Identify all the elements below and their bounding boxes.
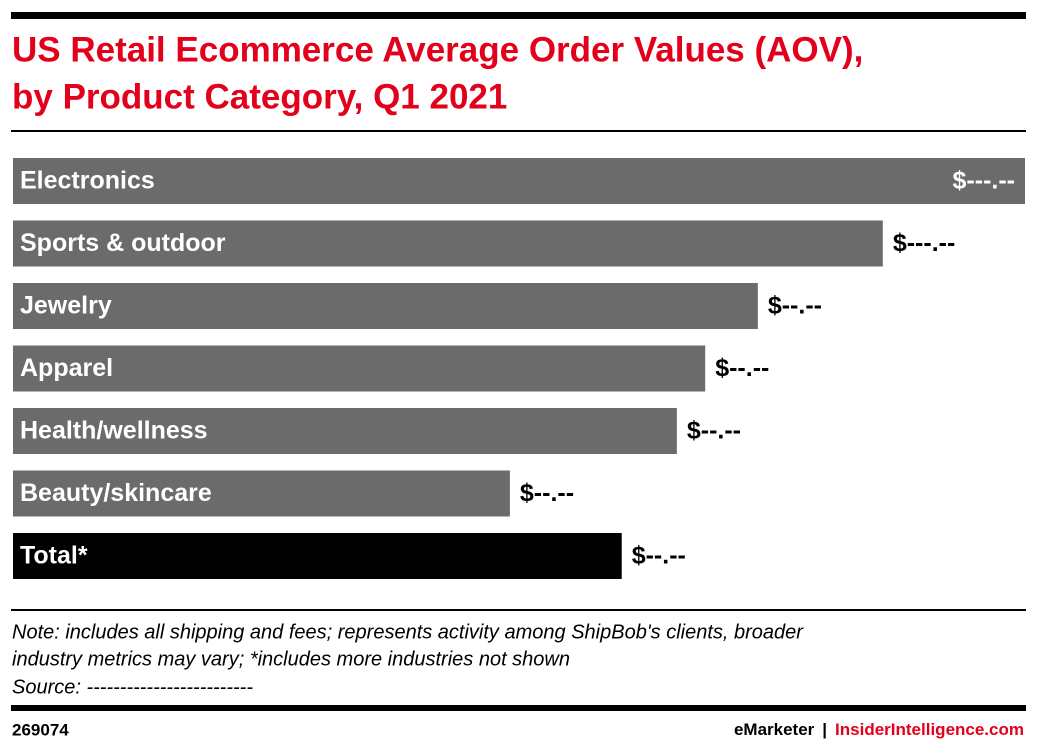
top-rule <box>11 12 1026 19</box>
note: industry metrics may vary; *includes mor… <box>12 648 570 670</box>
value-label: $--.-- <box>520 479 574 507</box>
value-label: $--.-- <box>715 354 769 382</box>
category-label: Total* <box>20 542 88 570</box>
bar <box>13 408 677 454</box>
bottom-rule <box>11 705 1026 711</box>
brand: eMarketer <box>734 720 815 739</box>
bar <box>13 345 706 392</box>
category-label: Beauty/skincare <box>20 479 212 507</box>
note: Note: includes all shipping and fees; re… <box>12 621 804 643</box>
bar <box>13 220 883 267</box>
category-label: Health/wellness <box>20 417 208 445</box>
footer-brand: eMarketer | InsiderIntelligence.com <box>734 720 1024 739</box>
bar <box>13 470 510 517</box>
value-label: $--.-- <box>632 542 686 570</box>
category-label: Jewelry <box>20 292 112 320</box>
chart-title: by Product Category, Q1 2021 <box>12 77 507 116</box>
value-label: $--.-- <box>687 417 741 445</box>
value-label: $---.-- <box>893 229 955 257</box>
category-label: Electronics <box>20 167 155 195</box>
divider: | <box>822 720 827 739</box>
note: Source: ------------------------- <box>12 676 253 698</box>
chart-title: US Retail Ecommerce Average Order Values… <box>12 30 863 69</box>
rule <box>11 609 1026 611</box>
value-label: $---.-- <box>953 167 1015 195</box>
rule <box>11 130 1026 132</box>
bar <box>13 533 622 579</box>
bar <box>13 158 1025 204</box>
bar <box>13 283 758 329</box>
value-label: $--.-- <box>768 292 822 320</box>
chart-id: 269074 <box>12 720 69 739</box>
brand: InsiderIntelligence.com <box>835 720 1024 739</box>
category-label: Apparel <box>20 354 113 382</box>
category-label: Sports & outdoor <box>20 229 226 257</box>
